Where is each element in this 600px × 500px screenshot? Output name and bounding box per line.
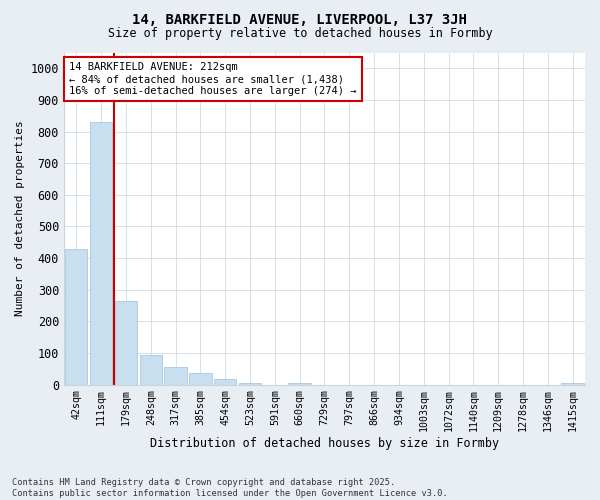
Bar: [115, 301, 137, 384]
Text: Contains HM Land Registry data © Crown copyright and database right 2025.
Contai: Contains HM Land Registry data © Crown c…: [12, 478, 448, 498]
Bar: [140, 354, 162, 384]
Bar: [562, 383, 584, 384]
Bar: [239, 383, 261, 384]
Bar: [189, 372, 212, 384]
Bar: [65, 248, 88, 384]
Text: Size of property relative to detached houses in Formby: Size of property relative to detached ho…: [107, 28, 493, 40]
Bar: [164, 367, 187, 384]
Text: 14, BARKFIELD AVENUE, LIVERPOOL, L37 3JH: 14, BARKFIELD AVENUE, LIVERPOOL, L37 3JH: [133, 12, 467, 26]
Y-axis label: Number of detached properties: Number of detached properties: [15, 120, 25, 316]
Text: 14 BARKFIELD AVENUE: 212sqm
← 84% of detached houses are smaller (1,438)
16% of : 14 BARKFIELD AVENUE: 212sqm ← 84% of det…: [69, 62, 356, 96]
Bar: [214, 379, 236, 384]
Bar: [289, 383, 311, 384]
Bar: [90, 122, 112, 384]
X-axis label: Distribution of detached houses by size in Formby: Distribution of detached houses by size …: [150, 437, 499, 450]
